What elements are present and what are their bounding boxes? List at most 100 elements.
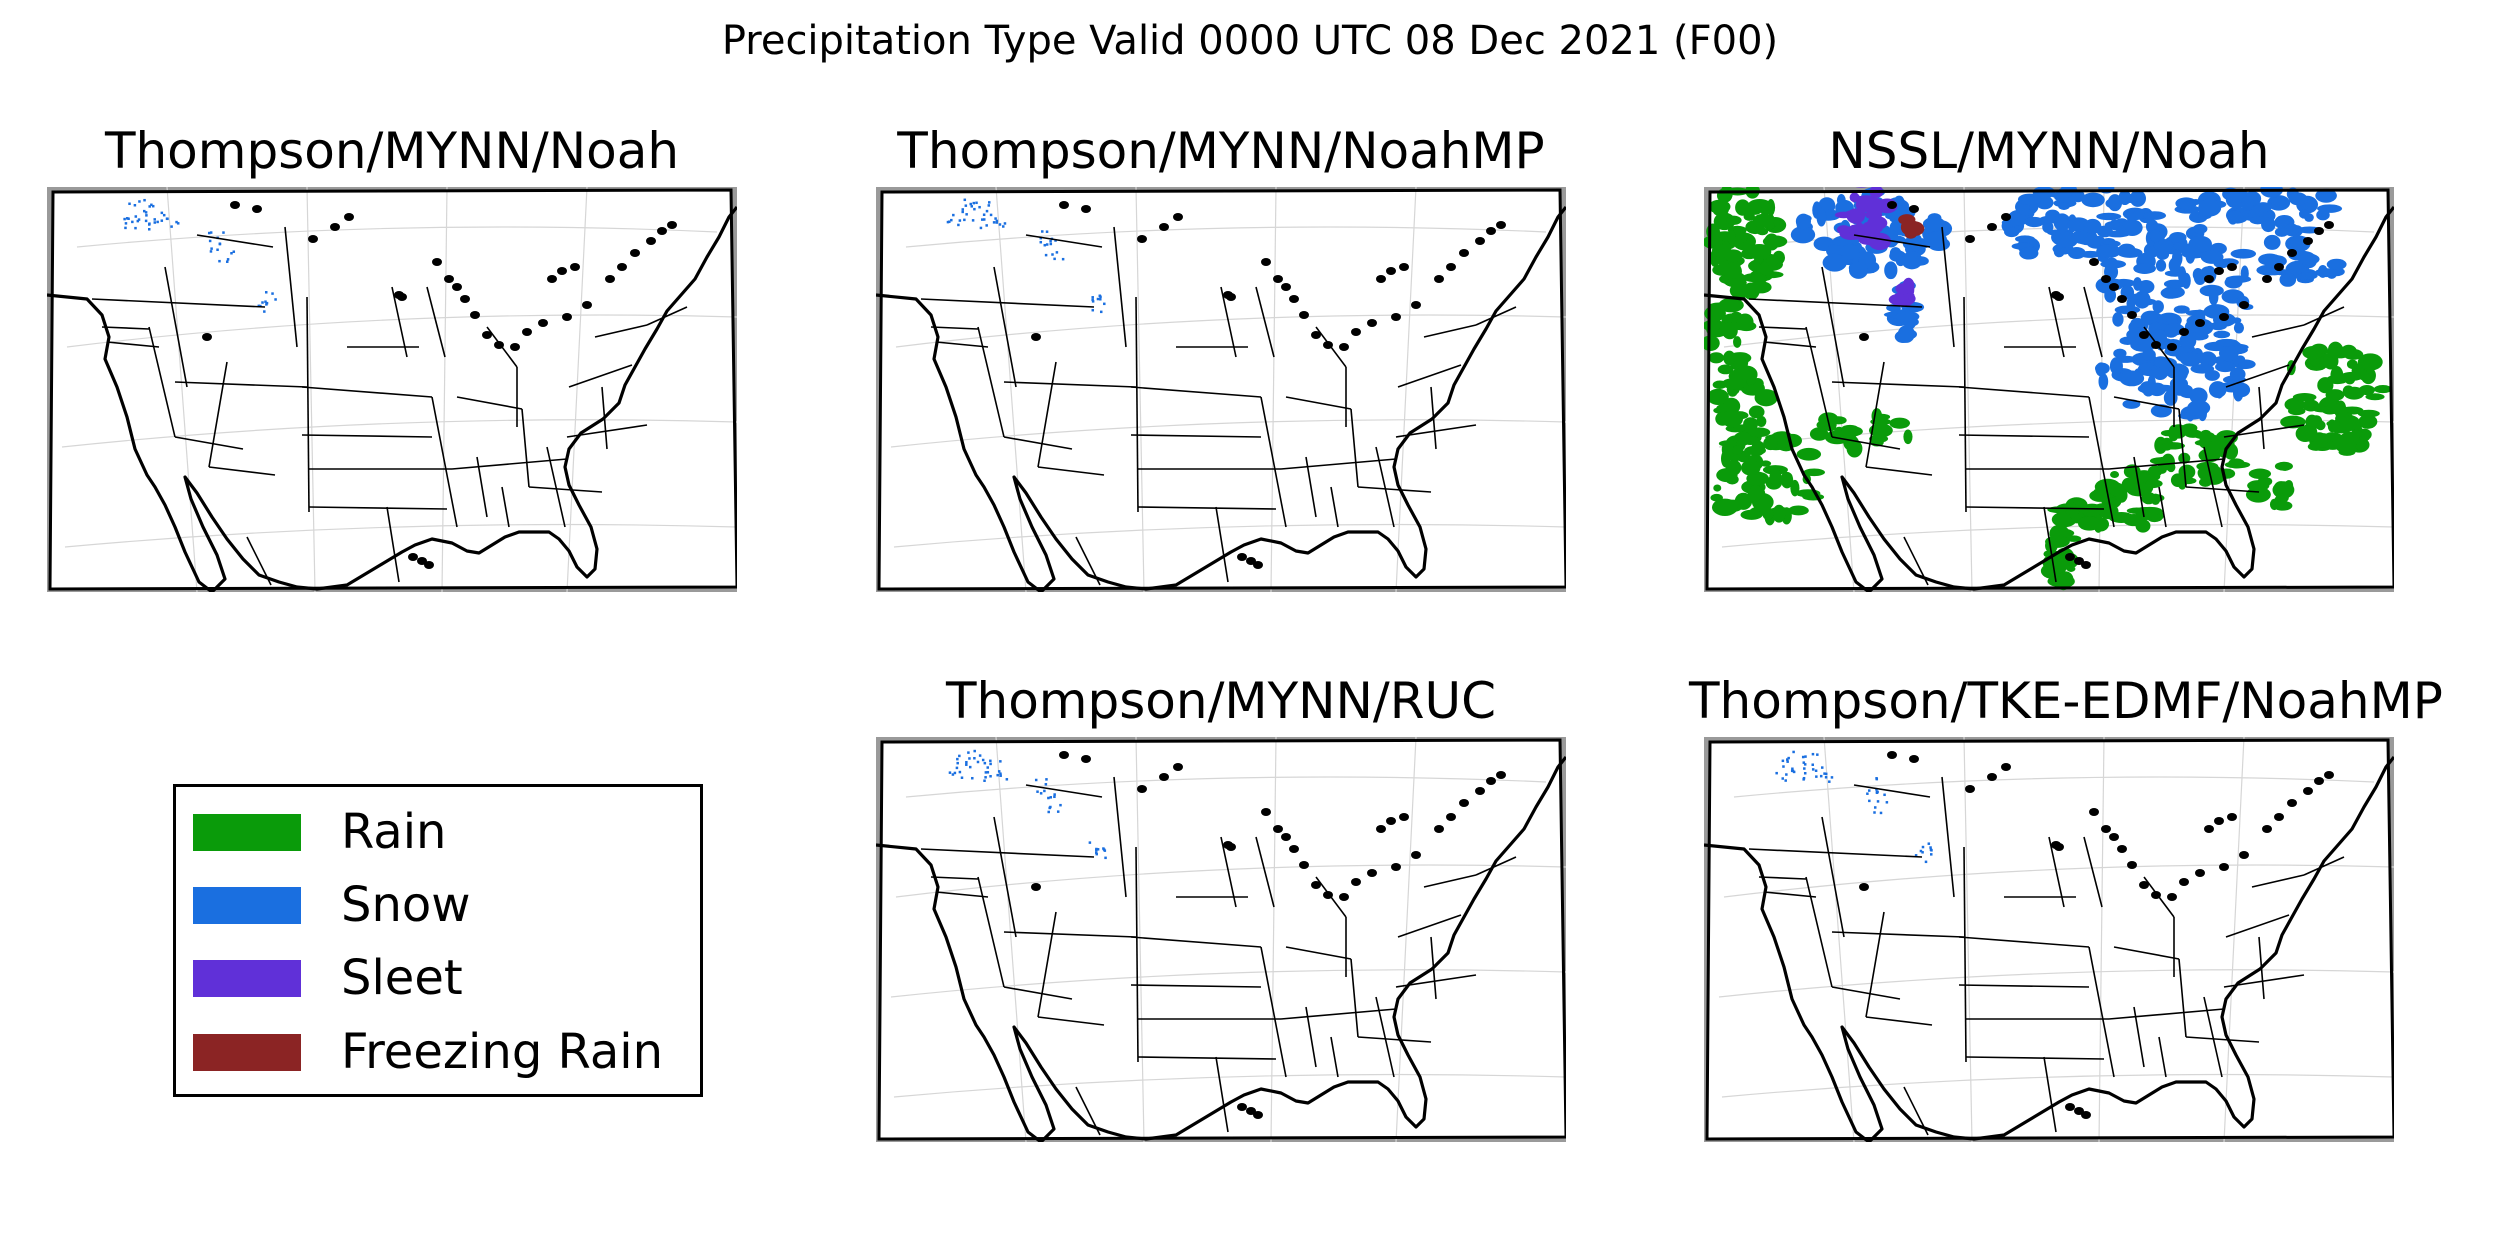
rain-area — [1768, 507, 1792, 517]
state-boundary — [1821, 816, 1845, 938]
snow-speck — [968, 765, 972, 769]
lake — [2287, 249, 2297, 257]
lake — [2065, 1103, 2075, 1111]
state-boundary — [1397, 914, 1462, 938]
snow-speck — [1041, 230, 1044, 233]
lake — [1399, 263, 1409, 271]
lake — [2227, 813, 2237, 821]
legend-item-snow: Snow — [193, 880, 471, 930]
state-boundary — [1375, 996, 1395, 1078]
snow-speck — [144, 211, 148, 214]
snow-speck — [999, 774, 1002, 777]
state-boundary — [646, 306, 688, 326]
state-boundary — [106, 341, 160, 348]
state-boundary — [1285, 946, 1352, 960]
state-boundary — [2251, 874, 2305, 888]
legend-label: Snow — [341, 877, 471, 933]
snow-speck — [1819, 774, 1823, 778]
snow-speck — [1044, 783, 1048, 786]
snow-speck — [960, 776, 964, 779]
freezing-rain-swatch — [193, 1033, 301, 1071]
snow-speck — [175, 220, 178, 224]
sleet-area — [1846, 208, 1866, 224]
lake — [1311, 881, 1321, 889]
lake — [1159, 773, 1169, 781]
lake — [1237, 553, 1247, 561]
state-boundary — [1280, 458, 1397, 470]
snow-speck — [970, 205, 973, 208]
rain-area — [1718, 297, 1744, 313]
snow-speck — [1091, 296, 1094, 299]
state-boundary — [1037, 1016, 1105, 1026]
state-boundary — [1423, 324, 1477, 338]
snow-speck — [1054, 239, 1057, 242]
snow-speck — [1091, 308, 1095, 312]
map-svg — [1704, 187, 2394, 592]
rain-area — [2279, 493, 2289, 503]
snow-speck — [1823, 772, 1826, 775]
state-boundary — [451, 458, 568, 470]
snow-speck — [971, 776, 974, 780]
snow-speck — [1044, 253, 1048, 257]
snow-speck — [1784, 779, 1787, 782]
state-boundary — [1763, 891, 1817, 898]
snow-area — [2179, 352, 2202, 367]
state-boundary — [2088, 946, 2115, 1078]
snow-speck — [1049, 796, 1053, 799]
snow-area — [2017, 193, 2042, 205]
graticule-line — [995, 737, 1027, 1142]
snow-speck — [1047, 810, 1050, 814]
sleet-area — [1891, 294, 1909, 306]
state-boundary — [1941, 776, 1955, 898]
rain-area — [2292, 392, 2317, 402]
graticule-line — [1135, 187, 1145, 592]
lake — [1137, 235, 1147, 243]
lake — [1323, 891, 1333, 899]
lake — [1159, 223, 1169, 231]
state-boundary — [2225, 364, 2290, 388]
lake — [1237, 1103, 1247, 1111]
snow-speck — [981, 218, 984, 221]
rain-area — [1746, 378, 1756, 385]
rain-area — [1744, 445, 1767, 456]
snow-area — [2171, 243, 2191, 252]
lake — [1391, 863, 1401, 871]
state-boundary — [2083, 286, 2103, 358]
lake — [1299, 861, 1309, 869]
rain-area — [1727, 229, 1736, 245]
snow-speck — [984, 776, 987, 779]
rain-area — [1868, 423, 1893, 438]
state-boundary — [386, 506, 400, 583]
snow-speck — [994, 217, 997, 220]
state-boundary — [930, 326, 979, 330]
lake — [470, 311, 480, 319]
lake — [424, 561, 434, 569]
snow-speck — [973, 749, 976, 753]
rain-area — [2326, 374, 2349, 385]
graticule-line — [890, 969, 1566, 998]
snow-speck — [965, 213, 968, 216]
lake — [1391, 313, 1401, 321]
graticule-line — [2098, 737, 2105, 1142]
rain-area — [2110, 471, 2120, 478]
lake — [1446, 813, 1456, 821]
snow-area — [1884, 261, 1898, 280]
rain-area — [2045, 538, 2058, 553]
snow-speck — [1866, 792, 1869, 795]
state-boundary — [208, 361, 228, 468]
snow-area — [2113, 348, 2127, 359]
state-boundary — [1903, 536, 1929, 586]
snow-speck — [1049, 239, 1052, 243]
rain-area — [2144, 480, 2154, 494]
snow-area — [2258, 253, 2282, 266]
rain-area — [2326, 420, 2341, 427]
rain-area — [2161, 442, 2185, 450]
lake — [2117, 845, 2127, 853]
map-panel-2 — [876, 187, 1566, 592]
rain-swatch — [193, 813, 301, 851]
lake — [1965, 235, 1975, 243]
lake — [1399, 813, 1409, 821]
state-boundary — [2043, 1056, 2057, 1133]
snow-speck — [1803, 772, 1807, 775]
snow-speck — [958, 219, 962, 222]
